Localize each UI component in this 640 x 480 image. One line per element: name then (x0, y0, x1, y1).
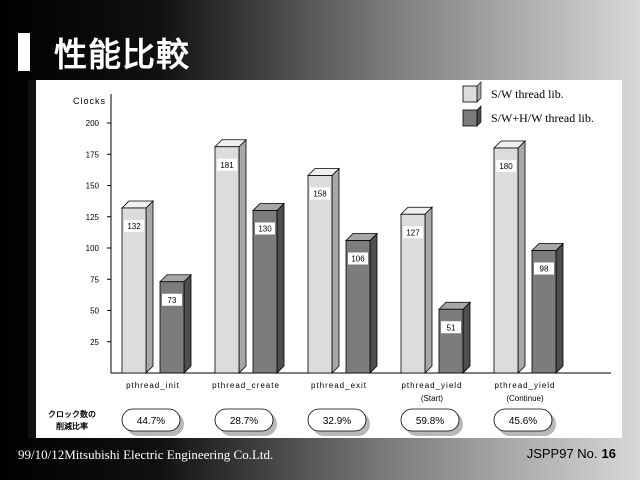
bar-value-label-bg (534, 262, 554, 275)
x-category-sublabel: (Continue) (506, 394, 544, 403)
bar-value-label: 158 (313, 190, 327, 199)
bar-value-label-bg (255, 222, 275, 235)
bar-value-label: 130 (258, 225, 272, 234)
legend-swatch-side (476, 105, 482, 127)
y-tick-label: 150 (86, 182, 100, 191)
ratio-oval (214, 408, 274, 432)
x-category-label: pthread_init (126, 381, 180, 390)
y-tick-label: 25 (90, 338, 99, 347)
bar-sw-lib (121, 207, 147, 374)
bar-value-label-bg (162, 293, 182, 306)
y-tick-label: 50 (90, 307, 99, 316)
ratio-oval (307, 408, 367, 432)
ratio-row-label: 削減比率 (56, 421, 88, 431)
bar-side-face (145, 200, 154, 374)
ratio-value: 44.7% (137, 416, 165, 427)
bar-value-label-bg (441, 321, 461, 334)
x-category-label: pthread_yield (494, 381, 555, 390)
page-title: 性能比較 (54, 35, 190, 74)
bar-value-label: 181 (220, 161, 234, 170)
bar-value-label: 127 (406, 228, 420, 237)
legend-swatch-side (476, 81, 482, 103)
y-tick-label: 75 (90, 275, 99, 284)
y-tick-label: 100 (86, 244, 100, 253)
y-axis-title: Clocks (73, 96, 106, 106)
bar-side-face (183, 273, 192, 374)
x-category-label: pthread_yield (401, 381, 462, 390)
bar-value-label: 132 (127, 222, 141, 231)
bar-side-face (238, 138, 247, 374)
bar-side-face (369, 232, 378, 374)
legend-swatch (462, 109, 478, 127)
y-tick-label: 125 (86, 213, 100, 222)
ratio-row-label: クロック数の (48, 409, 96, 419)
bar-value-label: 73 (168, 296, 177, 305)
performance-bar-chart: Clocks 25 50 75 100 125 150 175 200 132 73 pthread_… (48, 81, 611, 436)
bar-sw-lib (400, 213, 426, 374)
legend-label: S/W+H/W thread lib. (491, 111, 594, 125)
bar-value-label: 51 (447, 323, 456, 332)
x-category-label: pthread_create (212, 381, 280, 390)
bar-sw-lib (493, 147, 519, 374)
x-category-sublabel: (Start) (421, 394, 444, 403)
ratio-oval (400, 408, 460, 432)
bar-side-face (331, 167, 340, 374)
bar-side-face (276, 202, 285, 374)
panel-left-stripe (28, 80, 36, 438)
footer-page-number: 16 (601, 446, 616, 461)
ratio-oval (121, 408, 181, 432)
legend-swatch (462, 85, 478, 103)
bar-value-label-bg (217, 158, 237, 171)
footer-company: 99/10/12Mitsubishi Electric Engineering … (18, 447, 274, 462)
footer-conference-label: JSPP97 No. (526, 446, 598, 461)
bar-value-label: 106 (351, 255, 365, 264)
title-bullet-bar (18, 33, 30, 71)
bar-swhw-lib (438, 308, 464, 374)
bar-side-face (462, 301, 471, 374)
bar-value-label-bg (496, 160, 516, 172)
ratio-value: 28.7% (230, 416, 258, 427)
ratio-value: 59.8% (416, 416, 444, 427)
x-category-label: pthread_exit (311, 381, 367, 390)
legend-label: S/W thread lib. (491, 87, 564, 101)
bar-value-label-bg (124, 220, 144, 232)
footer-slide-id: JSPP97 No. 16 (527, 446, 616, 461)
chart-panel: Clocks 25 50 75 100 125 150 175 200 132 73 pthread_… (36, 80, 622, 438)
bar-value-label-bg (310, 187, 330, 200)
y-tick-label: 175 (86, 150, 100, 159)
bar-value-label: 98 (540, 265, 549, 274)
bar-value-label-bg (403, 226, 423, 239)
ratio-value: 32.9% (323, 416, 351, 427)
bar-value-label: 180 (499, 162, 513, 171)
ratio-oval (493, 408, 553, 432)
bar-value-label-bg (348, 252, 368, 265)
y-tick-label: 200 (86, 119, 100, 128)
ratio-value: 45.6% (509, 416, 537, 427)
bar-sw-lib (214, 146, 240, 374)
bar-side-face (517, 140, 526, 374)
bar-side-face (424, 206, 433, 374)
bar-swhw-lib (252, 210, 278, 374)
bar-sw-lib (307, 175, 333, 374)
bar-side-face (555, 242, 564, 374)
